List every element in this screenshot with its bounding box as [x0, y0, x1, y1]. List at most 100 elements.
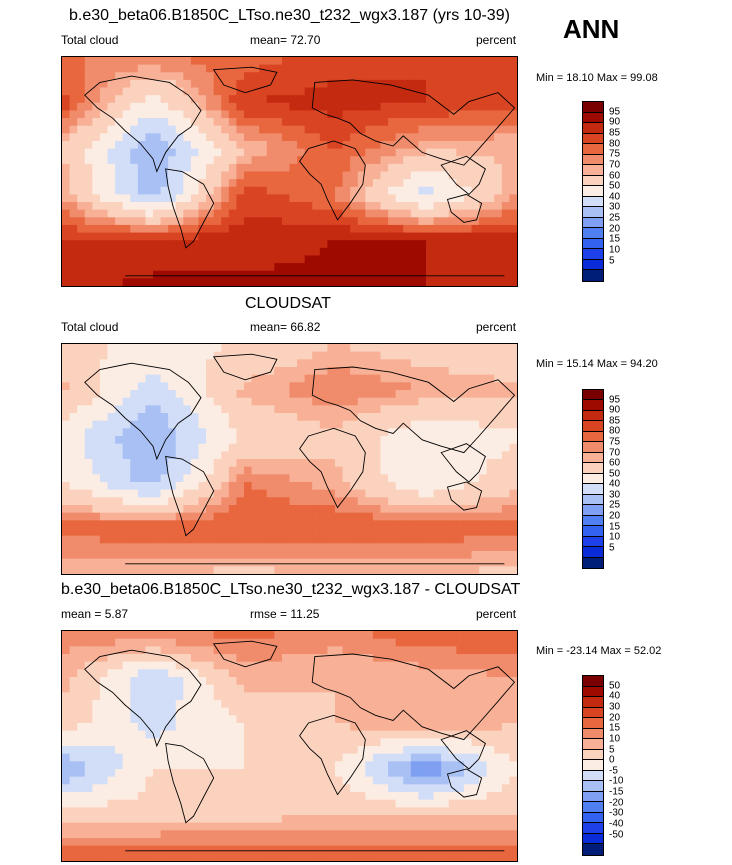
heatmap-cell: [335, 677, 344, 686]
heatmap-cell: [190, 723, 200, 732]
heatmap-cell: [448, 566, 457, 574]
heatmap-cell: [441, 217, 450, 226]
heatmap-cell: [190, 270, 200, 280]
heatmap-cell: [335, 224, 344, 234]
heatmap-cell: [418, 186, 427, 196]
heatmap-cell: [456, 351, 465, 360]
heatmap-cell: [304, 505, 313, 514]
heatmap-cell: [206, 730, 215, 739]
heatmap-cell: [168, 738, 177, 747]
heatmap-cell: [198, 551, 207, 560]
heatmap-cell: [183, 64, 192, 73]
heatmap-cell: [190, 512, 200, 521]
heatmap-cell: [236, 413, 245, 422]
heatmap-cell: [342, 171, 351, 180]
heatmap-cell: [77, 270, 86, 280]
heatmap-cell: [122, 638, 131, 647]
heatmap-cell: [251, 179, 260, 188]
heatmap-cell: [221, 753, 230, 762]
heatmap-cell: [130, 551, 139, 560]
heatmap-cell: [463, 420, 473, 429]
heatmap-cell: [99, 792, 109, 801]
heatmap-cell: [426, 79, 435, 89]
heatmap-cell: [107, 730, 116, 739]
heatmap-cell: [198, 217, 207, 226]
heatmap-cell: [206, 133, 215, 142]
heatmap-cell: [274, 420, 283, 429]
heatmap-cell: [403, 140, 412, 150]
heatmap-cell: [244, 753, 253, 762]
heatmap-cell: [281, 638, 291, 647]
heatmap-cell: [395, 156, 404, 165]
heatmap-cell: [107, 669, 116, 678]
heatmap-cell: [426, 140, 435, 150]
heatmap-cell: [84, 497, 93, 506]
heatmap-cell: [130, 753, 139, 762]
heatmap-cell: [289, 110, 298, 119]
heatmap-cell: [380, 558, 389, 567]
heatmap-cell: [342, 217, 351, 226]
heatmap-cell: [99, 646, 109, 655]
heatmap-cell: [69, 428, 78, 437]
heatmap-cell: [266, 543, 275, 552]
heatmap-cell: [372, 72, 382, 81]
heatmap-cell: [137, 654, 147, 663]
heatmap-cell: [190, 382, 200, 391]
heatmap-cell: [244, 551, 253, 560]
heatmap-cell: [335, 374, 344, 383]
heatmap-cell: [312, 707, 321, 716]
heatmap-cell: [388, 171, 397, 180]
heatmap-cell: [213, 209, 222, 218]
heatmap-cell: [69, 270, 78, 280]
heatmap-cell: [168, 723, 177, 732]
heatmap-cell: [486, 278, 495, 286]
heatmap-cell: [479, 125, 488, 134]
heatmap-cell: [372, 367, 382, 376]
heatmap-cell: [236, 661, 245, 670]
heatmap-cell: [69, 753, 78, 762]
colorbar-tick-label: 40: [609, 478, 621, 490]
heatmap-cell: [471, 776, 480, 785]
heatmap-cell: [259, 528, 268, 537]
heatmap-cell: [259, 505, 268, 514]
heatmap-cell: [99, 566, 109, 574]
heatmap-cell: [471, 566, 480, 574]
colorbar-segment: [583, 484, 603, 495]
heatmap-cell: [319, 359, 329, 368]
heatmap-cell: [426, 95, 435, 104]
heatmap-cell: [99, 179, 109, 188]
heatmap-cell: [335, 551, 344, 560]
heatmap-cell: [168, 776, 177, 785]
heatmap-cell: [228, 79, 238, 89]
heatmap-cell: [479, 558, 488, 567]
heatmap-cell: [236, 72, 245, 81]
heatmap-cell: [463, 382, 473, 391]
heatmap-cell: [312, 482, 321, 491]
heatmap-cell: [153, 397, 162, 406]
heatmap-cell: [357, 753, 366, 762]
heatmap-cell: [335, 270, 344, 280]
heatmap-cell: [266, 631, 275, 640]
heatmap-cell: [297, 792, 306, 801]
heatmap-cell: [266, 459, 275, 468]
heatmap-cell: [426, 397, 435, 406]
heatmap-cell: [281, 520, 291, 529]
heatmap-cell: [99, 474, 109, 483]
heatmap-cell: [327, 528, 336, 537]
heatmap-cell: [433, 202, 442, 211]
heatmap-cell: [77, 761, 86, 770]
heatmap-cell: [130, 746, 139, 755]
heatmap-cell: [251, 270, 260, 280]
heatmap-cell: [297, 715, 306, 724]
heatmap-cell: [501, 528, 511, 537]
heatmap-cell: [228, 436, 238, 445]
heatmap-cell: [168, 443, 177, 452]
heatmap-cell: [509, 738, 517, 747]
heatmap-cell: [92, 79, 101, 89]
heatmap-cell: [350, 566, 359, 574]
heatmap-cell: [479, 344, 488, 353]
heatmap-cell: [418, 255, 427, 264]
heatmap-cell: [213, 140, 222, 150]
heatmap-cell: [456, 776, 465, 785]
heatmap-cell: [153, 413, 162, 422]
